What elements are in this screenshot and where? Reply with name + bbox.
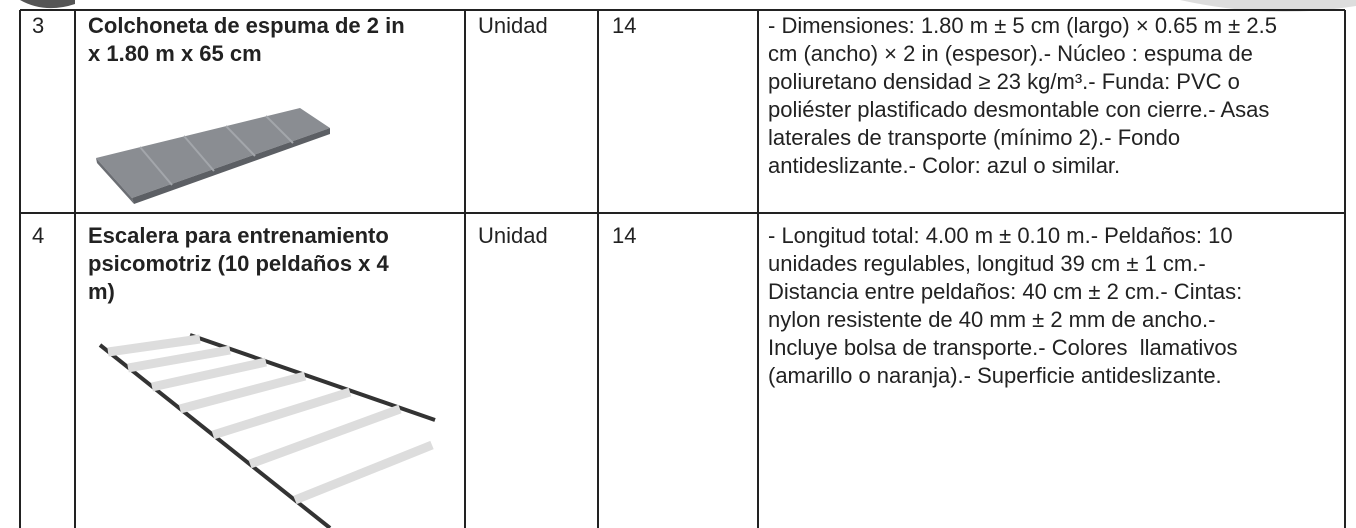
item-number: 4 [32,223,45,248]
ladder-image [98,333,436,528]
grid [19,9,1346,528]
spec-line: cm (ancho) × 2 in (espesor).- Núcleo : e… [768,41,1253,66]
spec-line: poliuretano densidad ≥ 23 kg/m³.- Funda:… [768,69,1240,94]
item-name: Colchoneta de espuma de 2 in [88,13,405,38]
item-name: Escalera para entrenamiento [88,223,389,248]
quantity: 14 [612,223,637,248]
spec-line: nylon resistente de 40 mm ± 2 mm de anch… [768,307,1216,332]
item-name: psicomotriz (10 peldaños x 4 [88,251,389,276]
spec-line: poliéster plastificado desmontable con c… [768,97,1270,122]
unit: Unidad [478,13,548,38]
spec-line: - Dimensiones: 1.80 m ± 5 cm (largo) × 0… [768,13,1277,38]
item-name: m) [88,279,115,304]
scan-shade [1180,0,1356,12]
stamp [20,0,75,9]
spec-line: Incluye bolsa de transporte.- Colores ll… [768,335,1238,360]
item-name: x 1.80 m x 65 cm [88,41,262,66]
spec-line: antideslizante.- Color: azul o similar. [768,153,1121,178]
spec-line: (amarillo o naranja).- Superficie antide… [768,363,1222,388]
spec-line: - Longitud total: 4.00 m ± 0.10 m.- Peld… [768,223,1233,248]
spec-line: Distancia entre peldaños: 40 cm ± 2 cm.-… [768,279,1243,304]
spec-line: laterales de transporte (mínimo 2).- Fon… [768,125,1181,150]
unit: Unidad [478,223,548,248]
spec-line: unidades regulables, longitud 39 cm ± 1 … [768,251,1206,276]
mattress-image [96,108,330,204]
quantity: 14 [612,13,637,38]
item-number: 3 [32,13,45,38]
